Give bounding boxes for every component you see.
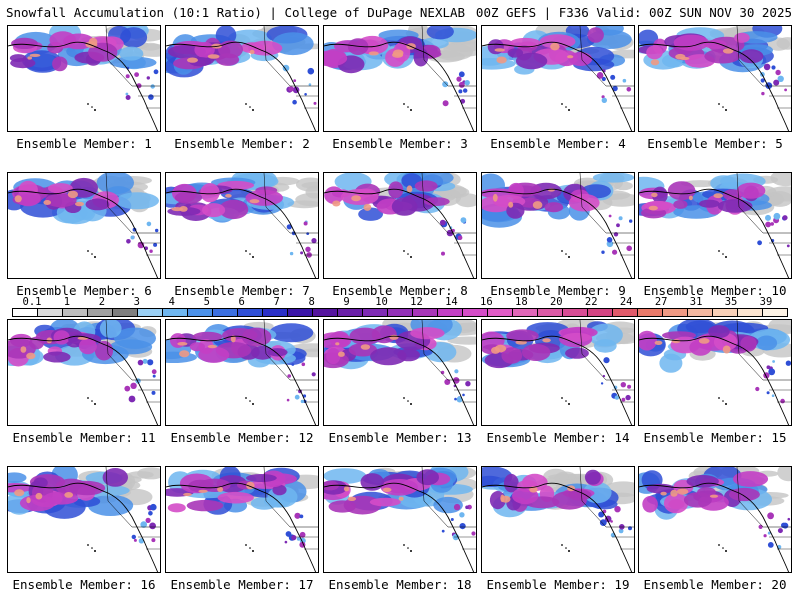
legend-swatch (713, 309, 738, 316)
ensemble-map-panel (165, 466, 319, 573)
ensemble-member-label: Ensemble Member: 20 (643, 577, 787, 592)
legend-swatch (213, 309, 238, 316)
legend-tick-label: 9 (343, 296, 350, 308)
ensemble-member-label: Ensemble Member: 6 (16, 283, 152, 298)
legend-swatch (738, 309, 763, 316)
legend-swatch (363, 309, 388, 316)
legend-tick-label: 20 (549, 296, 563, 308)
legend-tick-label: 12 (410, 296, 423, 308)
legend-tick-label: 31 (689, 296, 703, 308)
ensemble-member-label: Ensemble Member: 19 (486, 577, 630, 592)
ensemble-member-label: Ensemble Member: 3 (332, 136, 468, 151)
legend-swatch (238, 309, 263, 316)
ensemble-member-label: Ensemble Member: 17 (170, 577, 314, 592)
legend-swatch (538, 309, 563, 316)
ensemble-map-panel (323, 172, 477, 279)
legend-tick-label: 6 (238, 296, 245, 308)
legend-labels: 0.1 1 2 3 4 5 6 7 8 9 10 12 14 16 18 20 22 24 27 31 35 39 (12, 296, 788, 308)
ensemble-map-panel (638, 25, 792, 132)
run-info: 00Z GEFS | F336 Valid: 00Z SUN NOV 30 20… (475, 5, 792, 20)
ensemble-map-panel (165, 319, 319, 426)
legend-swatch (438, 309, 463, 316)
ensemble-map-panel (481, 172, 635, 279)
legend-swatch (513, 309, 538, 316)
legend-swatch (388, 309, 413, 316)
legend-tick-label: 2 (98, 296, 106, 308)
legend-tick-label: 0.1 (22, 296, 42, 308)
ensemble-member-label: Ensemble Member: 4 (490, 136, 626, 151)
legend-swatch (88, 309, 113, 316)
ensemble-member-label: Ensemble Member: 1 (16, 136, 152, 151)
ensemble-member-label: Ensemble Member: 5 (647, 136, 783, 151)
ensemble-member-label: Ensemble Member: 14 (486, 430, 630, 445)
legend-tick-label: 1 (63, 296, 71, 308)
legend-swatch (288, 309, 313, 316)
ensemble-member-label: Ensemble Member: 2 (174, 136, 310, 151)
legend-swatch (113, 309, 138, 316)
legend-swatch (563, 309, 588, 316)
ensemble-member-label: Ensemble Member: 12 (170, 430, 314, 445)
ensemble-map-panel (7, 172, 161, 279)
ensemble-member-label: Ensemble Member: 11 (12, 430, 156, 445)
legend-tick-label: 22 (584, 296, 598, 308)
legend-swatch (488, 309, 513, 316)
ensemble-map-panel (481, 319, 635, 426)
map-header: Snowfall Accumulation (10:1 Ratio) | Col… (0, 0, 800, 22)
legend-tick-label: 8 (308, 296, 315, 308)
ensemble-map-panel (481, 466, 635, 573)
legend-swatch (613, 309, 638, 316)
legend-tick-label: 5 (203, 296, 210, 308)
legend-swatch (413, 309, 438, 316)
ensemble-map-panel (165, 25, 319, 132)
legend-tick-label: 7 (273, 296, 280, 308)
ensemble-member-label: Ensemble Member: 16 (12, 577, 156, 592)
ensemble-map-panel (323, 25, 477, 132)
legend-tick-label: 3 (133, 296, 141, 308)
legend-swatch (638, 309, 663, 316)
legend-swatch (13, 309, 38, 316)
legend-swatch (263, 309, 288, 316)
ensemble-member-label: Ensemble Member: 10 (643, 283, 787, 298)
ensemble-map-panel (323, 319, 477, 426)
legend-swatch (163, 309, 188, 316)
legend-swatch (338, 309, 363, 316)
legend-swatch (38, 309, 63, 316)
ensemble-map-panel (7, 25, 161, 132)
legend-tick-label: 39 (759, 296, 773, 308)
legend-tick-label: 27 (654, 296, 668, 308)
ensemble-member-label: Ensemble Member: 18 (328, 577, 472, 592)
legend-tick-label: 10 (375, 296, 388, 308)
ensemble-map-panel (481, 25, 635, 132)
legend-swatch (463, 309, 488, 316)
ensemble-map-panel (323, 466, 477, 573)
legend-swatch (313, 309, 338, 316)
legend-swatch (663, 309, 688, 316)
legend-swatch (63, 309, 88, 316)
ensemble-map-panel (165, 172, 319, 279)
ensemble-member-label: Ensemble Member: 7 (174, 283, 310, 298)
legend-tick-label: 24 (619, 296, 633, 308)
ensemble-map-panel (638, 319, 792, 426)
ensemble-map-panel (638, 466, 792, 573)
map-title: Snowfall Accumulation (10:1 Ratio) | Col… (6, 5, 466, 20)
legend-swatch (138, 309, 163, 316)
ensemble-member-label: Ensemble Member: 9 (490, 283, 626, 298)
ensemble-member-label: Ensemble Member: 13 (328, 430, 472, 445)
legend-swatch (688, 309, 713, 316)
legend-swatch (588, 309, 613, 316)
legend-tick-label: 16 (480, 296, 493, 308)
ensemble-map-panel (7, 319, 161, 426)
ensemble-map-panel (7, 466, 161, 573)
snowfall-legend: 0.1 1 2 3 4 5 6 7 8 9 10 12 14 16 18 20 22 24 27 31 35 39 (12, 296, 788, 318)
legend-tick-label: 18 (515, 296, 528, 308)
legend-swatch (188, 309, 213, 316)
ensemble-member-label: Ensemble Member: 15 (643, 430, 787, 445)
ensemble-member-label: Ensemble Member: 8 (332, 283, 468, 298)
legend-colorbar (12, 308, 788, 317)
legend-tick-label: 14 (445, 296, 458, 308)
legend-tick-label: 4 (168, 296, 175, 308)
ensemble-map-panel (638, 172, 792, 279)
legend-swatch (763, 309, 787, 316)
legend-tick-label: 35 (724, 296, 738, 308)
